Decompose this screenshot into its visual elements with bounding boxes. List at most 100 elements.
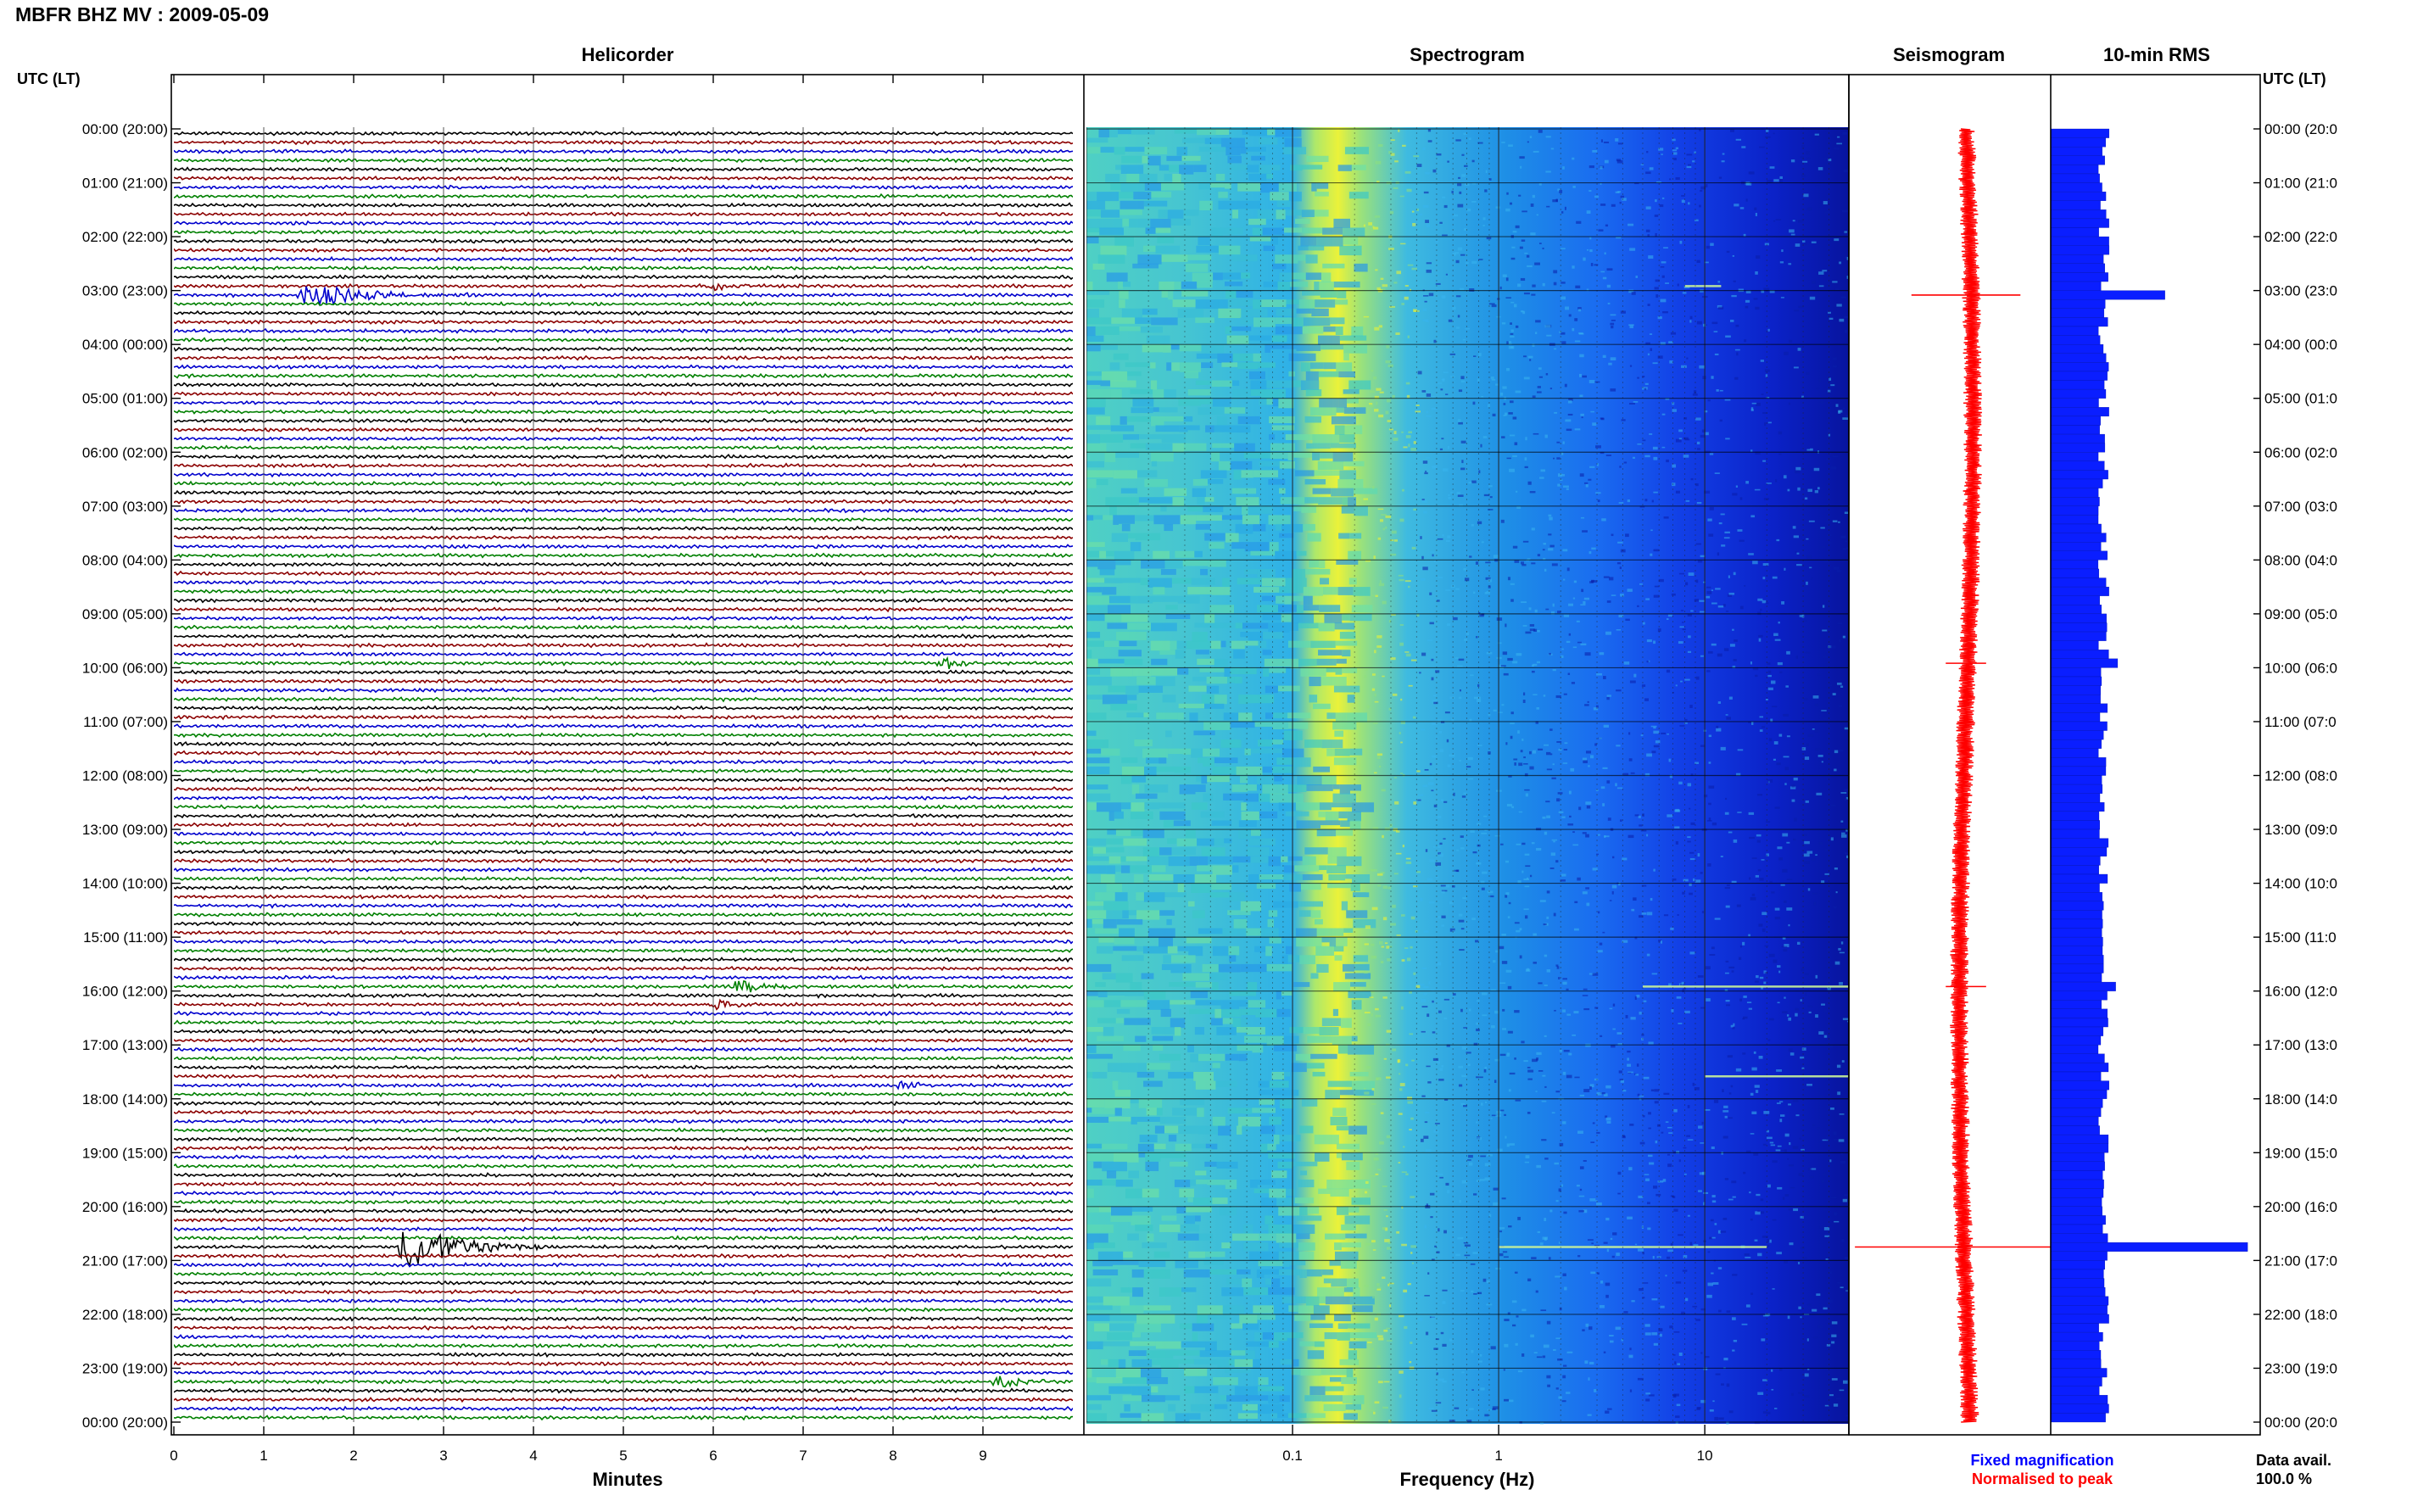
spectrogram-speckle [1804, 1395, 1810, 1398]
spectrogram-cell [1241, 811, 1259, 821]
spectrogram-speckle [1566, 567, 1570, 572]
spectrogram-cell [1285, 434, 1313, 440]
spectrogram-cell [1188, 685, 1207, 692]
time-label-right: 00:00 (20:0 [2264, 1414, 2337, 1431]
spectrogram-speckle [1404, 651, 1410, 653]
spectrogram-speckle [1682, 292, 1687, 294]
spectrogram-speckle [1551, 839, 1558, 841]
spectrogram-speckle [1599, 737, 1602, 739]
spectrogram-cell [1106, 838, 1124, 845]
spectrogram-cell [1227, 1107, 1244, 1114]
spectrogram-speckle [1443, 1017, 1448, 1019]
spectrogram-cell [1227, 910, 1251, 916]
spectrogram-cell [1191, 802, 1208, 810]
spectrogram-speckle [1363, 224, 1365, 227]
spectrogram-speckle [1800, 1056, 1805, 1059]
spectrogram-speckle [1510, 329, 1514, 332]
spectrogram-cell [1342, 650, 1351, 657]
spectrogram-speckle [1768, 1018, 1774, 1021]
spectrogram-speckle [1404, 580, 1411, 583]
spectrogram-cell [1325, 1386, 1344, 1392]
spectrogram-speckle [1532, 284, 1536, 287]
spectrogram-cell [1128, 1170, 1139, 1179]
spectrogram-speckle [1593, 707, 1599, 711]
spectrogram-cell [1269, 937, 1281, 944]
spectrogram-speckle [1784, 351, 1789, 355]
spectrogram-cell [1212, 865, 1232, 875]
spectrogram-speckle [1487, 1154, 1493, 1157]
spectrogram-cell [1242, 1225, 1253, 1234]
spectrogram-speckle [1373, 772, 1377, 774]
spectrogram-cell [1119, 200, 1144, 209]
spectrogram-cell [1086, 282, 1093, 291]
spectrogram-speckle [1611, 884, 1617, 889]
spectrogram-speckle [1477, 1137, 1482, 1141]
spectrogram-speckle [1647, 234, 1650, 237]
spectrogram-cell [1316, 182, 1329, 189]
spectrogram-cell [1333, 946, 1344, 952]
spectrogram-cell [1143, 1269, 1170, 1279]
spectrogram-speckle [1428, 782, 1434, 785]
spectrogram-speckle [1514, 560, 1520, 563]
spectrogram-speckle [1743, 1171, 1746, 1174]
spectrogram-speckle [1371, 907, 1378, 911]
spectrogram-speckle [1558, 811, 1564, 814]
spectrogram-speckle [1639, 1288, 1644, 1292]
spectrogram-speckle [1619, 466, 1622, 468]
spectrogram-cell [1103, 218, 1123, 229]
spectrogram-speckle [1381, 946, 1385, 948]
spectrogram-speckle [1628, 1354, 1633, 1359]
spectrogram-speckle [1562, 549, 1568, 552]
spectrogram-speckle [1760, 1211, 1765, 1214]
spectrogram-cell [1243, 793, 1259, 802]
spectrogram-cell [1276, 1008, 1291, 1018]
spectrogram-speckle [1531, 293, 1536, 296]
spectrogram-speckle [1620, 195, 1625, 198]
spectrogram-cell [1122, 282, 1131, 287]
time-label-left: 09:00 (05:00) [82, 606, 168, 622]
spectrogram-speckle [1772, 1160, 1778, 1163]
spectrogram-cell [1092, 1269, 1119, 1275]
spectrogram-speckle [1601, 518, 1606, 522]
spectrogram-cell [1157, 237, 1175, 243]
spectrogram-speckle [1543, 1344, 1549, 1348]
spectrogram-cell [1220, 1395, 1227, 1401]
spectrogram-speckle [1648, 1112, 1651, 1115]
time-label-right: 21:00 (17:0 [2264, 1253, 2337, 1269]
spectrogram-speckle [1698, 1125, 1703, 1129]
spectrogram-speckle [1410, 659, 1417, 661]
spectrogram-speckle [1707, 650, 1713, 654]
spectrogram-speckle [1371, 370, 1374, 372]
spectrogram-cell [1231, 326, 1252, 332]
spectrogram-speckle [1733, 572, 1736, 576]
spectrogram-speckle [1432, 1000, 1434, 1003]
spectrogram-speckle [1689, 858, 1695, 861]
spectrogram-cell [1246, 1027, 1265, 1035]
spectrogram-speckle [1726, 250, 1730, 254]
spectrogram-speckle [1553, 840, 1555, 843]
spectrogram-speckle [1592, 1122, 1595, 1124]
spectrogram-speckle [1397, 1059, 1399, 1063]
spectrogram-cell [1344, 425, 1363, 434]
spectrogram-cell [1151, 1386, 1159, 1393]
spectrogram-cell [1198, 237, 1210, 246]
time-label-right: 17:00 (13:0 [2264, 1037, 2337, 1053]
spectrogram-cell [1198, 1053, 1226, 1062]
spectrogram-speckle [1548, 548, 1554, 551]
spectrogram-speckle [1806, 207, 1812, 211]
spectrogram-cell [1223, 227, 1243, 235]
spectrogram-speckle [1735, 485, 1739, 488]
spectrogram-speckle [1654, 1101, 1659, 1104]
spectrogram-speckle [1807, 1005, 1813, 1007]
spectrogram-cell [1335, 299, 1348, 305]
spectrogram-speckle [1432, 1258, 1435, 1261]
spectrogram-speckle [1449, 901, 1454, 905]
spectrogram-cell [1246, 147, 1266, 152]
spectrogram-speckle [1425, 220, 1429, 223]
spectrogram-cell [1174, 766, 1191, 773]
spectrogram-speckle [1378, 414, 1384, 418]
spectrogram-cell [1340, 820, 1350, 827]
spectrogram-speckle [1521, 870, 1524, 873]
rms-bar [2050, 416, 2101, 426]
spectrogram-cell [1151, 192, 1172, 198]
